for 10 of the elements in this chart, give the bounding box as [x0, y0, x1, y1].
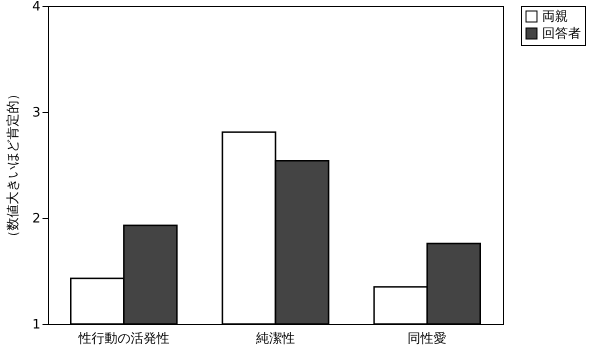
y-tick-label: 4 [32, 0, 40, 14]
x-tick-label: 同性愛 [408, 332, 447, 346]
y-tick-label: 3 [32, 106, 40, 120]
legend-label: 回答者 [542, 26, 581, 42]
x-tick-label: 純潔性 [256, 332, 295, 346]
y-tick-label: 1 [32, 318, 40, 332]
y-axis-title: （数値大きいほど肯定的） [6, 88, 22, 244]
x-tick-label: 性行動の活発性 [77, 332, 170, 346]
y-tick-label: 2 [32, 212, 40, 226]
legend-label: 両親 [542, 10, 568, 24]
